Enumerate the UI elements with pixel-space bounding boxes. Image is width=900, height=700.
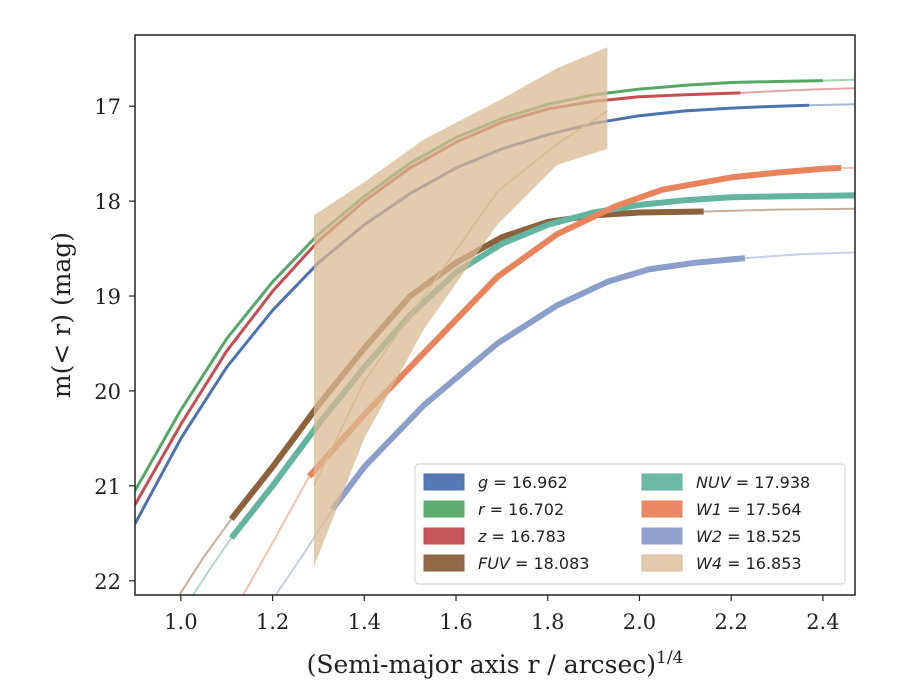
legend-swatch [423, 473, 465, 491]
line-w2 [329, 255, 746, 512]
series-w1 [242, 164, 855, 595]
legend-label: r = 16.702 [478, 500, 564, 519]
line-w4 [313, 110, 608, 487]
series-w4 [313, 47, 608, 567]
y-tick-label: 19 [94, 285, 121, 309]
series-layer [135, 47, 855, 595]
extrapolation-w1 [242, 475, 311, 595]
extrapolation-fuv [178, 518, 233, 595]
legend-item-fuv: FUV = 18.083 [423, 554, 589, 573]
legend-label: W1 = 17.564 [696, 500, 802, 519]
y-tick-label: 21 [94, 475, 121, 499]
legend-label: FUV = 18.083 [478, 554, 589, 573]
legend-swatch [641, 554, 683, 572]
legend-label: g = 16.962 [478, 473, 568, 492]
legend-item-r: r = 16.702 [423, 500, 564, 519]
y-tick-label: 20 [94, 380, 121, 404]
plot-frame [134, 34, 856, 596]
x-tick-label: 2.2 [714, 610, 747, 634]
legend-label: W4 = 16.853 [696, 554, 802, 573]
legend-label: W2 = 18.525 [696, 527, 802, 546]
legend-item-w2: W2 = 18.525 [641, 527, 802, 546]
x-tick-label: 2.0 [623, 610, 656, 634]
legend-swatch [641, 527, 683, 545]
legend-label: NUV = 17.938 [696, 473, 810, 492]
x-tick-label: 1.2 [256, 610, 289, 634]
x-tick-label: 1.6 [439, 610, 472, 634]
x-tick-label: 2.4 [806, 610, 839, 634]
legend-frame [414, 463, 846, 585]
y-tick-label: 22 [94, 570, 121, 594]
legend-item-w1: W1 = 17.564 [641, 500, 802, 519]
legend-swatch [641, 473, 683, 491]
legend-label: z = 16.783 [477, 527, 566, 546]
legend: g = 16.962 r = 16.702 z = 16.783 FUV = 18.0… [414, 463, 846, 585]
y-tick-label: 17 [94, 95, 121, 119]
x-tick-label: 1.0 [164, 610, 197, 634]
line-w1 [307, 164, 842, 479]
ticks-layer: 1.0 1.2 1.4 1.6 1.8 2.0 2.2 2.4 17 18 19 20 21 22 [94, 95, 839, 634]
x-tick-label: 1.8 [531, 610, 564, 634]
extrapolation-tail-w2 [744, 251, 855, 260]
legend-swatch [641, 500, 683, 518]
x-tick-label: 1.4 [348, 610, 381, 634]
x-axis-label: (Semi-major axis r / arcsec)1/4 [307, 648, 684, 679]
extrapolation-tail-fuv [703, 207, 855, 213]
legend-swatch [423, 554, 465, 572]
extrapolation-nuv [191, 537, 233, 595]
extrapolation-r [822, 78, 855, 82]
legend-swatch [423, 527, 465, 545]
legend-item-nuv: NUV = 17.938 [641, 473, 810, 492]
extrapolation-g [809, 103, 855, 107]
band-w4 [313, 47, 608, 567]
y-axis-label: m(< r) (mag) [47, 232, 76, 398]
legend-item-g: g = 16.962 [423, 473, 568, 492]
legend-item-z: z = 16.783 [423, 527, 566, 546]
legend-item-w4: W4 = 16.853 [641, 554, 802, 573]
y-tick-label: 18 [94, 190, 121, 214]
extrapolation-z [740, 87, 855, 94]
legend-swatch [423, 500, 465, 518]
